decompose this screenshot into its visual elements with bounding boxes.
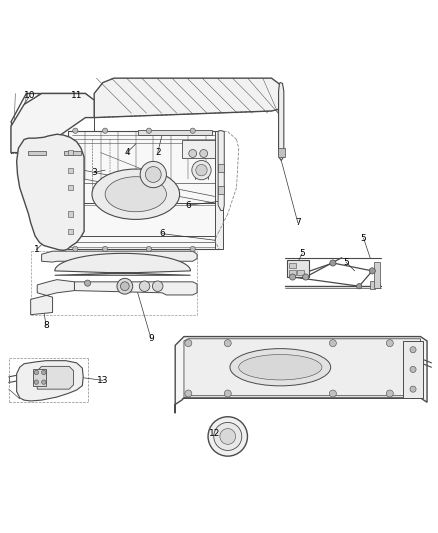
Circle shape — [189, 150, 197, 157]
Text: 11: 11 — [71, 91, 82, 100]
Circle shape — [85, 280, 91, 286]
Text: 5: 5 — [343, 257, 349, 266]
Circle shape — [214, 423, 242, 450]
Text: 5: 5 — [299, 249, 305, 258]
Circle shape — [290, 274, 296, 280]
Circle shape — [329, 390, 336, 397]
Text: 10: 10 — [24, 91, 35, 100]
Circle shape — [369, 268, 375, 274]
Ellipse shape — [92, 169, 180, 220]
Bar — [218, 165, 224, 172]
Circle shape — [140, 161, 166, 188]
Circle shape — [146, 246, 152, 252]
Bar — [297, 270, 304, 275]
Circle shape — [117, 278, 133, 294]
Circle shape — [200, 150, 208, 157]
Polygon shape — [175, 336, 427, 413]
Bar — [138, 130, 212, 135]
Circle shape — [220, 429, 236, 445]
Circle shape — [386, 340, 393, 346]
Bar — [182, 140, 215, 158]
Bar — [68, 211, 73, 216]
Bar — [287, 260, 309, 278]
Polygon shape — [17, 361, 83, 401]
Polygon shape — [37, 366, 74, 389]
Circle shape — [329, 340, 336, 346]
Polygon shape — [74, 282, 197, 295]
Polygon shape — [55, 253, 191, 275]
Polygon shape — [218, 131, 224, 211]
Circle shape — [208, 417, 247, 456]
Text: 2: 2 — [155, 148, 160, 157]
Circle shape — [42, 380, 46, 384]
Text: 8: 8 — [43, 321, 49, 330]
Circle shape — [190, 128, 195, 133]
Circle shape — [330, 260, 336, 266]
Bar — [28, 151, 46, 155]
Bar — [278, 148, 285, 157]
Circle shape — [410, 386, 416, 392]
Bar — [289, 270, 296, 275]
Bar — [68, 150, 73, 155]
Text: 9: 9 — [148, 334, 154, 343]
Text: 3: 3 — [91, 168, 97, 177]
Bar — [68, 229, 73, 234]
Circle shape — [185, 390, 192, 397]
Ellipse shape — [239, 354, 322, 380]
Circle shape — [386, 390, 393, 397]
Circle shape — [73, 128, 78, 133]
Circle shape — [146, 128, 152, 133]
Bar — [218, 187, 224, 194]
Circle shape — [224, 340, 231, 346]
Circle shape — [192, 160, 211, 180]
Bar — [370, 281, 375, 289]
Text: 6: 6 — [185, 201, 191, 209]
Circle shape — [145, 167, 161, 182]
Text: 6: 6 — [159, 229, 165, 238]
Bar — [64, 151, 81, 155]
Polygon shape — [184, 339, 420, 398]
Polygon shape — [68, 131, 219, 249]
Polygon shape — [11, 93, 94, 152]
Ellipse shape — [230, 349, 331, 386]
Circle shape — [357, 284, 362, 289]
Polygon shape — [94, 78, 280, 118]
Circle shape — [224, 390, 231, 397]
Text: 13: 13 — [97, 376, 109, 385]
Polygon shape — [31, 280, 74, 314]
Bar — [289, 263, 296, 268]
Polygon shape — [17, 134, 84, 251]
Bar — [68, 185, 73, 190]
Circle shape — [102, 246, 108, 252]
Circle shape — [190, 246, 195, 252]
Circle shape — [196, 165, 207, 176]
Circle shape — [410, 346, 416, 353]
Circle shape — [73, 246, 78, 252]
Circle shape — [410, 366, 416, 373]
Ellipse shape — [105, 177, 166, 212]
Bar — [68, 167, 73, 173]
Circle shape — [139, 281, 150, 292]
Circle shape — [102, 128, 108, 133]
Circle shape — [303, 274, 309, 280]
Circle shape — [152, 281, 163, 292]
Bar — [403, 341, 423, 398]
Polygon shape — [279, 83, 284, 160]
Circle shape — [34, 370, 39, 375]
Polygon shape — [42, 251, 197, 262]
Bar — [374, 262, 380, 288]
Bar — [33, 369, 46, 386]
Text: 12: 12 — [209, 429, 220, 438]
Text: 1: 1 — [33, 245, 39, 254]
Circle shape — [120, 282, 129, 290]
Polygon shape — [215, 131, 223, 249]
Circle shape — [34, 380, 39, 384]
Circle shape — [42, 370, 46, 375]
Circle shape — [185, 340, 192, 346]
Text: 4: 4 — [124, 148, 130, 157]
Text: 7: 7 — [295, 218, 301, 227]
Text: 5: 5 — [360, 233, 367, 243]
